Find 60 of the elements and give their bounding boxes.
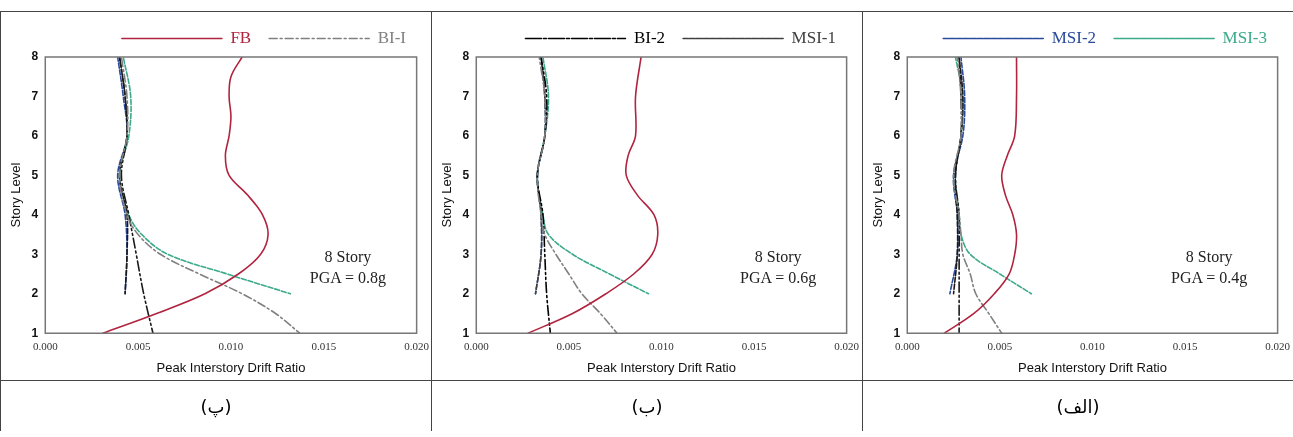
x-axis-title: Peak Interstory Drift Ratio	[587, 359, 736, 375]
annotation: 8 Story	[754, 248, 802, 267]
y-tick-label: 6	[31, 128, 39, 143]
x-tick-label: 0.015	[1172, 339, 1198, 352]
y-tick-label: 3	[462, 246, 470, 261]
series-label: FB	[230, 27, 252, 47]
y-tick-label: 4	[31, 207, 39, 222]
x-tick-label: 0.015	[741, 339, 767, 352]
y-tick-label: 5	[31, 167, 39, 182]
x-tick-label: 0.020	[834, 339, 860, 352]
y-tick-label: 4	[462, 207, 470, 222]
x-tick-label: 0.005	[556, 339, 582, 352]
y-tick-label: 2	[893, 286, 901, 301]
y-tick-label: 1	[31, 325, 39, 340]
x-axis-title: Peak Interstory Drift Ratio	[156, 359, 306, 375]
y-tick-label: 3	[893, 246, 901, 261]
y-tick-label: 8	[893, 49, 901, 64]
x-tick-label: 0.020	[404, 339, 430, 352]
text: (پ)	[1, 380, 431, 431]
y-tick-label: 7	[893, 88, 901, 103]
y-tick-label: 6	[893, 128, 901, 143]
text: BI-I	[377, 27, 407, 47]
y-tick-label: 7	[31, 88, 39, 103]
text: BI-2	[633, 27, 666, 47]
y-tick-label: 3	[31, 246, 39, 261]
y-tick-label: 5	[893, 167, 901, 182]
annotation: 8 Story	[1185, 248, 1233, 267]
annotation: 8 Story	[324, 248, 372, 267]
x-tick-label: 0.010	[1080, 339, 1106, 352]
y-tick-label: 1	[893, 325, 901, 340]
x-tick-label: 0.015	[311, 339, 337, 352]
x-tick-label: 0.005	[125, 339, 151, 352]
x-tick-label: 0.000	[32, 339, 59, 352]
x-tick-label: 0.000	[463, 339, 490, 352]
x-tick-label: 0.020	[1265, 339, 1291, 352]
y-tick-label: 2	[462, 286, 470, 301]
y-axis-title: Story Level	[870, 162, 886, 228]
x-tick-label: 0.010	[649, 339, 675, 352]
y-tick-label: 1	[462, 325, 470, 340]
text: (ب)	[432, 380, 862, 431]
text: MSI-2	[1051, 27, 1097, 47]
annotation: PGA = 0.4g	[1171, 269, 1248, 288]
text: (الف)	[863, 380, 1293, 431]
y-tick-label: 7	[462, 88, 470, 103]
y-axis-title: Story Level	[8, 162, 24, 228]
annotation: PGA = 0.8g	[309, 269, 386, 288]
y-axis-title: Story Level	[439, 162, 455, 228]
annotation: PGA = 0.6g	[740, 269, 817, 288]
y-tick-label: 2	[31, 286, 39, 301]
y-tick-label: 8	[31, 49, 39, 64]
y-tick-label: 4	[893, 207, 901, 222]
y-tick-label: 6	[462, 128, 470, 143]
x-tick-label: 0.005	[987, 339, 1013, 352]
y-tick-label: 5	[462, 167, 470, 182]
text: MSI-1	[791, 27, 837, 47]
x-tick-label: 0.000	[894, 339, 921, 352]
text: MSI-3	[1222, 27, 1268, 47]
x-tick-label: 0.010	[218, 339, 244, 352]
x-axis-title: Peak Interstory Drift Ratio	[1018, 359, 1167, 375]
y-tick-label: 8	[462, 49, 470, 64]
